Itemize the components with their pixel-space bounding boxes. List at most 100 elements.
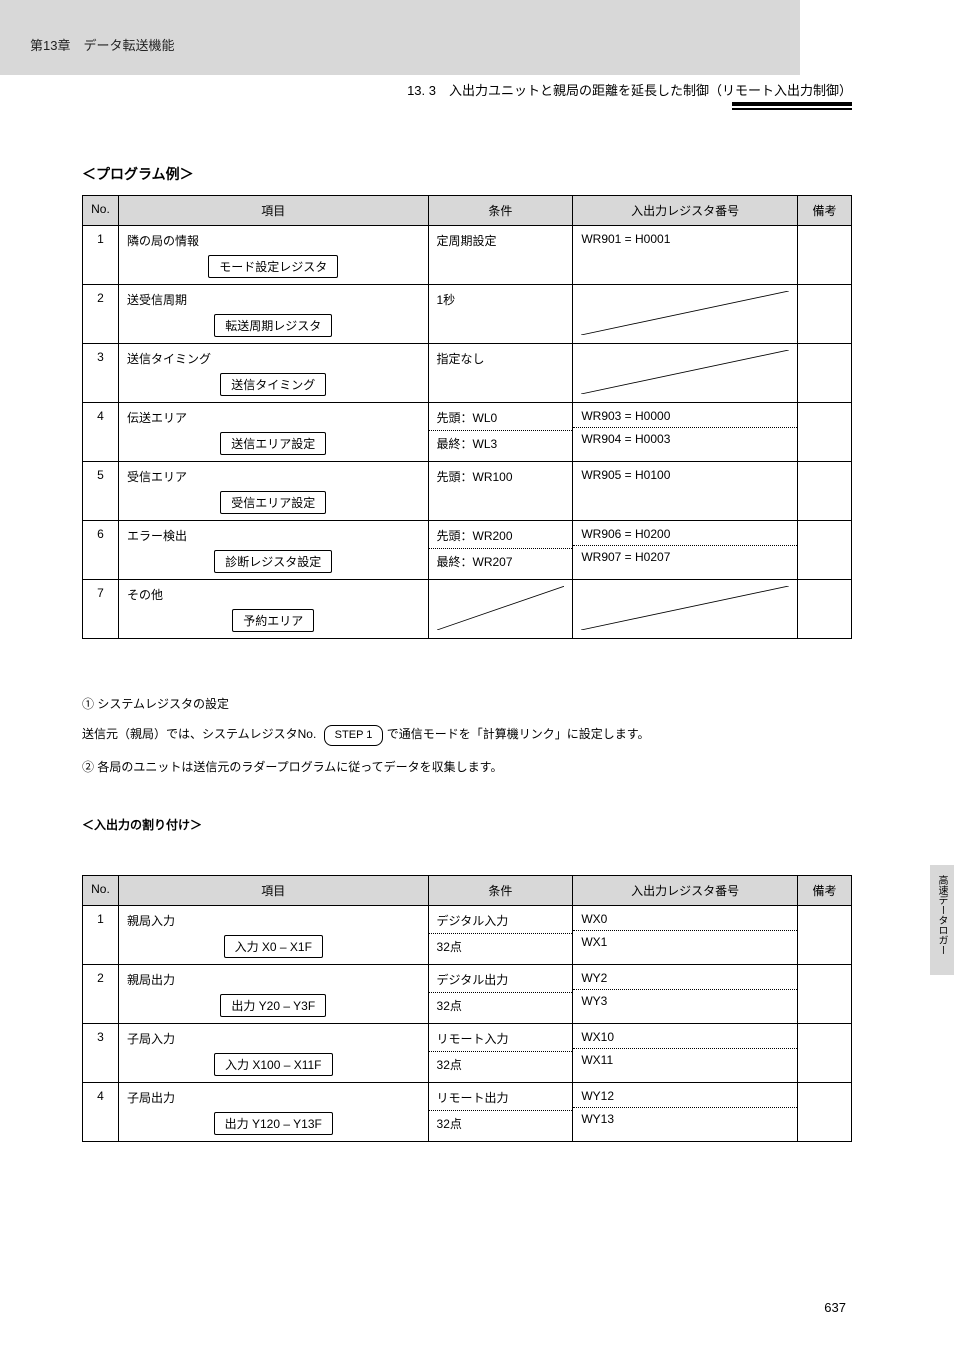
register-name-box: 転送周期レジスタ	[214, 314, 332, 337]
table-row: 6エラー検出診断レジスタ設定先頭：WR200最終：WR207WR906 = H0…	[83, 521, 852, 580]
register-name-box: モード設定レジスタ	[208, 255, 338, 278]
register-name-box: 送信タイミング	[220, 373, 326, 396]
side-tab: 高速データロガー	[930, 865, 954, 975]
cell-ref	[798, 462, 852, 521]
table-row: 5受信エリア受信エリア設定先頭：WR100WR905 = H0100	[83, 462, 852, 521]
register-name-box: 送信エリア設定	[220, 432, 326, 455]
cell-no: 7	[83, 580, 119, 639]
cell-io: WY2WY3	[573, 965, 798, 1024]
cell-item: 伝送エリア送信エリア設定	[118, 403, 428, 462]
item-pretext: 受信エリア	[127, 468, 420, 485]
item-pretext: 伝送エリア	[127, 409, 420, 426]
cell-ref	[798, 580, 852, 639]
table-row: 3子局入力入力 X100 – X11Fリモート入力32点WX10WX11	[83, 1024, 852, 1083]
cell-item: 親局入力入力 X0 – X1F	[118, 906, 428, 965]
cell-ref	[798, 1024, 852, 1083]
cell-io: WR903 = H0000WR904 = H0003	[573, 403, 798, 462]
chapter-label: 第13章 データ転送機能	[30, 35, 174, 54]
table-row: 4子局出力出力 Y120 – Y13Fリモート出力32点WY12WY13	[83, 1083, 852, 1142]
th2-item: 項目	[118, 876, 428, 906]
table2-header-row: No. 項目 条件 入出力レジスタ番号 備考	[83, 876, 852, 906]
cell-no: 1	[83, 906, 119, 965]
double-rule	[732, 102, 852, 114]
cell-no: 1	[83, 226, 119, 285]
note-line2a: 送信元（親局）では、システムレジスタNo.	[82, 727, 316, 741]
page-root: 第13章 データ転送機能 13. 3 入出力ユニットと親局の距離を延長した制御（…	[0, 0, 954, 1351]
page-number: 637	[824, 1300, 846, 1315]
cell-item: 送受信周期転送周期レジスタ	[118, 285, 428, 344]
cell-cond: リモート出力32点	[428, 1083, 573, 1142]
cell-cond	[428, 580, 573, 639]
item-pretext: 子局出力	[127, 1089, 420, 1106]
cell-item: 送信タイミング送信タイミング	[118, 344, 428, 403]
subsection-title: ＜入出力の割り付け＞	[82, 816, 852, 834]
cell-no: 2	[83, 285, 119, 344]
cell-io	[573, 285, 798, 344]
item-pretext: 送受信周期	[127, 291, 420, 308]
item-pretext: 送信タイミング	[127, 350, 420, 367]
item-pretext: その他	[127, 586, 420, 603]
side-tab-label: 高速データロガー	[934, 875, 949, 955]
table-header-row: No. 項目 条件 入出力レジスタ番号 備考	[83, 196, 852, 226]
cell-cond: 指定なし	[428, 344, 573, 403]
cell-ref	[798, 344, 852, 403]
rule-thick	[732, 102, 852, 106]
item-pretext: 子局入力	[127, 1030, 420, 1047]
item-pretext: 親局入力	[127, 912, 420, 929]
th-no: No.	[83, 196, 119, 226]
th2-cond: 条件	[428, 876, 573, 906]
th2-io: 入出力レジスタ番号	[573, 876, 798, 906]
rule-thin	[732, 108, 852, 110]
table-row: 2送受信周期転送周期レジスタ1秒	[83, 285, 852, 344]
cell-cond: 1秒	[428, 285, 573, 344]
note-line3: ② 各局のユニットは送信元のラダープログラムに従ってデータを収集します。	[82, 758, 852, 776]
cell-item: 親局出力出力 Y20 – Y3F	[118, 965, 428, 1024]
th-ref: 備考	[798, 196, 852, 226]
table-row: 3送信タイミング送信タイミング指定なし	[83, 344, 852, 403]
note-line1: ① システムレジスタの設定	[82, 695, 852, 713]
cell-io: WR906 = H0200WR907 = H0207	[573, 521, 798, 580]
cell-cond: 先頭：WL0最終：WL3	[428, 403, 573, 462]
item-pretext: 親局出力	[127, 971, 420, 988]
table-row: 1親局入力入力 X0 – X1Fデジタル入力32点WX0WX1	[83, 906, 852, 965]
cell-io: WX0WX1	[573, 906, 798, 965]
cell-item: 隣の局の情報モード設定レジスタ	[118, 226, 428, 285]
item-pretext: 隣の局の情報	[127, 232, 420, 249]
register-name-box: 診断レジスタ設定	[214, 550, 332, 573]
cell-ref	[798, 906, 852, 965]
cell-no: 6	[83, 521, 119, 580]
table-program-example: No. 項目 条件 入出力レジスタ番号 備考 1隣の局の情報モード設定レジスタ定…	[82, 195, 852, 639]
cell-io: WR905 = H0100	[573, 462, 798, 521]
table-row: 2親局出力出力 Y20 – Y3Fデジタル出力32点WY2WY3	[83, 965, 852, 1024]
cell-cond: デジタル出力32点	[428, 965, 573, 1024]
th2-no: No.	[83, 876, 119, 906]
cell-item: 受信エリア受信エリア設定	[118, 462, 428, 521]
io-range-box: 入力 X0 – X1F	[224, 935, 323, 958]
table-row: 1隣の局の情報モード設定レジスタ定周期設定WR901 = H0001	[83, 226, 852, 285]
header-slab: 第13章 データ転送機能	[0, 0, 800, 75]
cell-item: 子局出力出力 Y120 – Y13F	[118, 1083, 428, 1142]
cell-cond: リモート入力32点	[428, 1024, 573, 1083]
cell-no: 4	[83, 1083, 119, 1142]
cell-ref	[798, 521, 852, 580]
cell-no: 3	[83, 1024, 119, 1083]
cell-no: 3	[83, 344, 119, 403]
register-name-box: 受信エリア設定	[220, 491, 326, 514]
io-range-box: 出力 Y20 – Y3F	[220, 994, 326, 1017]
cell-ref	[798, 965, 852, 1024]
cell-no: 4	[83, 403, 119, 462]
cell-cond: デジタル入力32点	[428, 906, 573, 965]
th-item: 項目	[118, 196, 428, 226]
cell-io: WY12WY13	[573, 1083, 798, 1142]
section1-title: ＜プログラム例＞	[82, 164, 194, 184]
io-range-box: 入力 X100 – X11F	[214, 1053, 333, 1076]
cell-io	[573, 580, 798, 639]
cell-io: WR901 = H0001	[573, 226, 798, 285]
cell-cond: 先頭：WR100	[428, 462, 573, 521]
cell-no: 5	[83, 462, 119, 521]
cell-item: その他予約エリア	[118, 580, 428, 639]
item-pretext: エラー検出	[127, 527, 420, 544]
cell-item: エラー検出診断レジスタ設定	[118, 521, 428, 580]
cell-cond: 先頭：WR200最終：WR207	[428, 521, 573, 580]
table-row: 7その他予約エリア	[83, 580, 852, 639]
